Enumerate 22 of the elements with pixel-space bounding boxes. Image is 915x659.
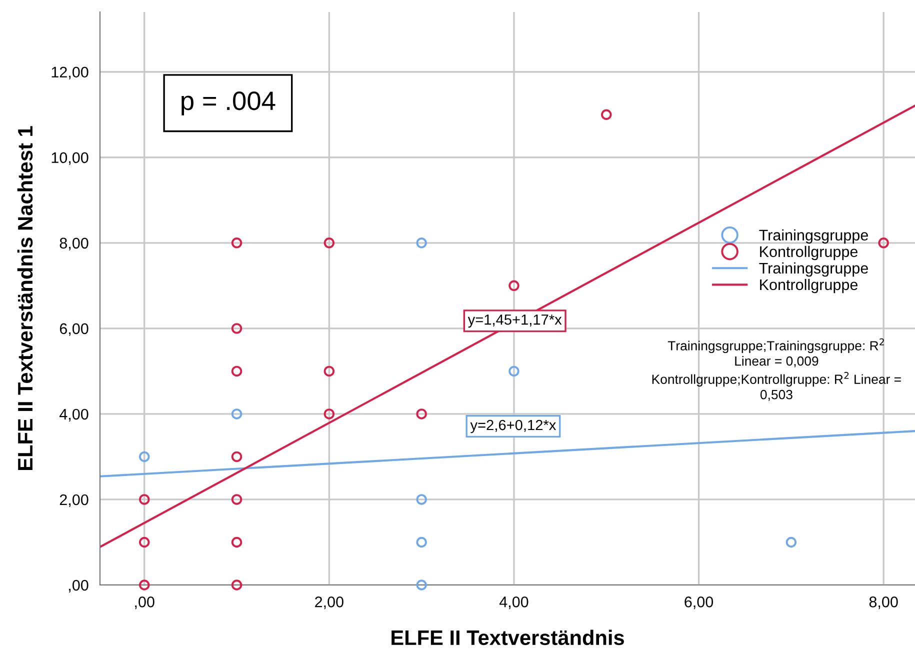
y-tick-label: 6,00 — [60, 323, 88, 336]
x-tick-label: 8,00 — [869, 596, 898, 610]
y-tick-label: 4,00 — [60, 408, 88, 422]
y-tick-label: 12,00 — [52, 66, 88, 80]
x-tick-label: 4,00 — [499, 596, 528, 610]
legend-label: Trainingsgruppe — [759, 229, 868, 244]
annotation: p = .004 — [182, 92, 276, 116]
annotation: y=1,45+1,17*x — [468, 314, 562, 328]
x-tick-label: ,00 — [135, 596, 154, 610]
y-axis-title: ELFE II Textverständnis Nachtest 1 — [17, 126, 33, 470]
legend-label: Trainingsgruppe — [759, 262, 868, 277]
x-axis-title: ELFE II Textverständnis — [392, 630, 624, 646]
y-tick-label: 2,00 — [60, 494, 88, 507]
text: Trainingsgruppe;Trainingsgruppe: R$^{2}$ Linear = 0,009 Kontrollgruppe;Kontrollgruppe: R$^{2}$ Linear = 0,503 — [652, 338, 901, 401]
x-tick-label: 6,00 — [684, 596, 714, 610]
legend-label: Kontrollgruppe — [760, 246, 858, 260]
annotation: y=2,6+0,12*x — [470, 420, 556, 434]
y-tick-label: ,00 — [69, 580, 88, 592]
legend-label: Kontrollgruppe — [760, 278, 858, 294]
y-tick-label: 10,00 — [52, 152, 88, 165]
y-tick-label: 8,00 — [60, 238, 88, 250]
x-tick-label: 2,00 — [315, 596, 344, 610]
